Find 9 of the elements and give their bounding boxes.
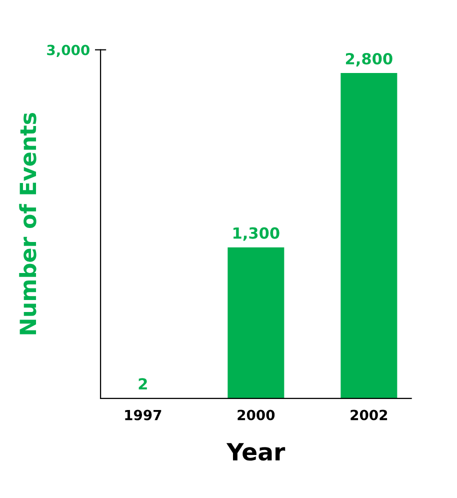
x-tick-label: 2002 bbox=[350, 410, 388, 420]
y-axis-title: Number of Events bbox=[19, 112, 36, 334]
x-tick-label: 1997 bbox=[125, 410, 162, 420]
data-label: 1,300 bbox=[233, 227, 280, 241]
data-label: 2,800 bbox=[346, 52, 392, 66]
x-axis-title: Year bbox=[226, 443, 286, 461]
y-tick-label: 3,000 bbox=[47, 44, 90, 58]
data-label: 2 bbox=[138, 378, 147, 390]
x-tick-label: 2000 bbox=[238, 410, 275, 420]
